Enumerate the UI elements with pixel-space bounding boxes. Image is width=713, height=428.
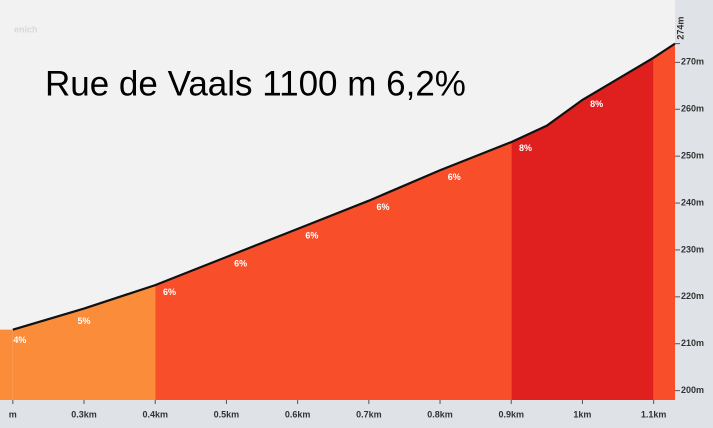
x-tick-label: 1km	[573, 409, 591, 419]
y-tick-label: 250m	[681, 151, 704, 161]
x-tick-label: 0.4km	[142, 409, 168, 419]
y-tick-label: 240m	[681, 197, 704, 207]
y-tick-label: 270m	[681, 57, 704, 67]
grade-label: 4%	[13, 335, 26, 345]
x-tick-label: 0.7km	[356, 409, 382, 419]
profile-edge	[0, 330, 13, 400]
page: {"chart_data": { "type": "elevation-prof…	[0, 0, 713, 428]
x-tick-label: 1.1km	[641, 409, 667, 419]
grade-label: 6%	[234, 259, 247, 269]
grade-segment	[654, 44, 675, 400]
y-tick-label: 220m	[681, 291, 704, 301]
y-tick-label: 200m	[681, 385, 704, 395]
grade-label: 6%	[163, 287, 176, 297]
grade-label: 8%	[590, 99, 603, 109]
x-tick-label: 0.3km	[71, 409, 97, 419]
x-tick-label: 0.8km	[427, 409, 453, 419]
x-tick-label: 0.6km	[285, 409, 311, 419]
grade-label: 6%	[377, 202, 390, 212]
y-tick-label: 210m	[681, 338, 704, 348]
y-tick-label: 260m	[681, 104, 704, 114]
y-tick-label: 230m	[681, 244, 704, 254]
grade-label: 5%	[78, 316, 91, 326]
x-tick-label: 0.5km	[214, 409, 240, 419]
watermark: enich	[14, 24, 38, 34]
x-tick-label: m	[9, 409, 17, 419]
grade-label: 8%	[519, 143, 532, 153]
summit-label: 274m	[675, 17, 685, 40]
chart-title: Rue de Vaals 1100 m 6,2%	[45, 64, 466, 103]
x-tick-label: 0.9km	[498, 409, 524, 419]
grade-label: 6%	[305, 231, 318, 241]
grade-label: 6%	[448, 172, 461, 182]
chart: enich 4% 5% 6% 6% 6% 6% 6% 8% 8% Rue de Vaals 11…	[0, 0, 713, 428]
